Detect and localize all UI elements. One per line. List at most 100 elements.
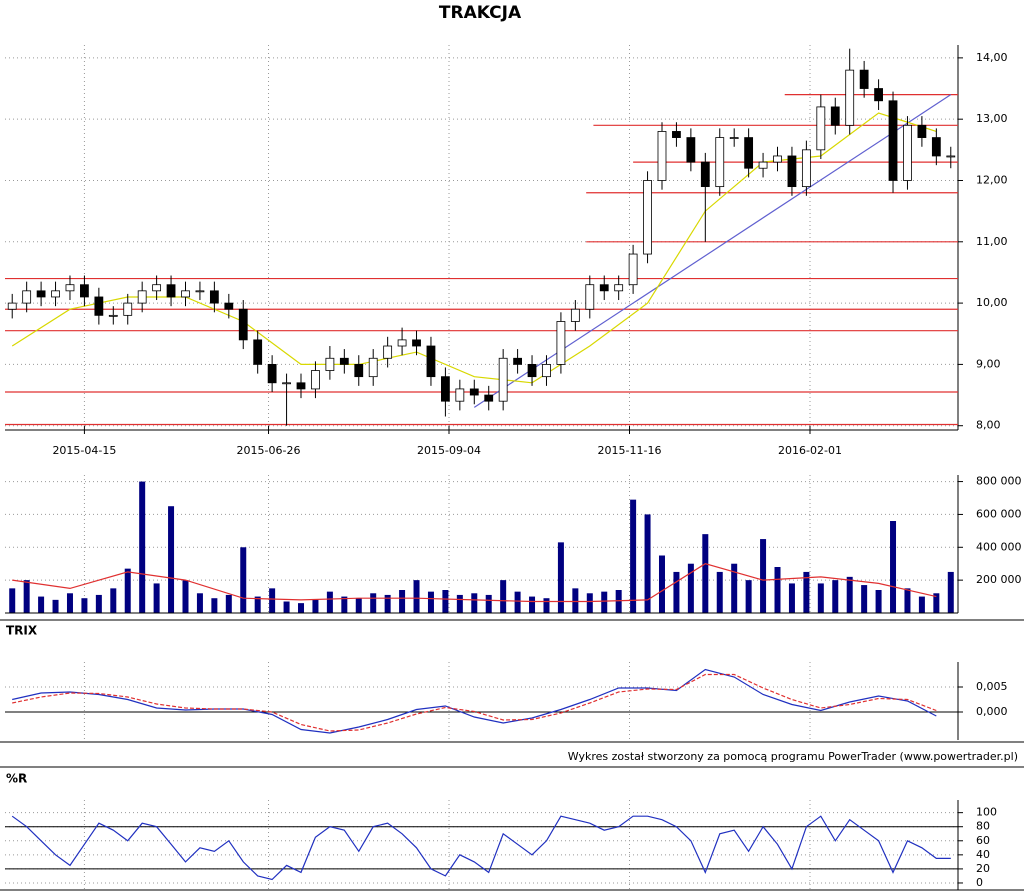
volume-bar [139, 481, 146, 613]
volume-bar [716, 571, 723, 613]
y-tick-label: 12,00 [976, 173, 1008, 186]
volume-bar [182, 580, 189, 613]
volume-bar [110, 588, 117, 613]
y-tick-label: 600 000 [976, 507, 1022, 520]
indicator-line [12, 673, 937, 732]
volume-bar [890, 521, 897, 613]
volume-bar [615, 590, 622, 613]
volume-bar [500, 580, 507, 613]
candle-body [686, 137, 696, 163]
volume-bar [875, 590, 882, 613]
volume-bar [861, 585, 868, 613]
candle-body [816, 106, 826, 151]
candle-body [455, 388, 465, 402]
candle-body [570, 308, 580, 322]
volume-bar [904, 588, 911, 613]
candle-body [845, 69, 855, 126]
candle-body [22, 290, 32, 304]
x-tick-label: 2015-06-26 [237, 444, 301, 457]
candle-body [282, 382, 291, 385]
candle-body [224, 302, 234, 310]
candle-body [830, 106, 840, 126]
volume-bar [687, 563, 694, 613]
footer: Wykres został stworzony za pomocą progra… [568, 750, 1018, 763]
candle-body [614, 284, 624, 292]
candle-body [715, 137, 725, 188]
y-tick-label: 9,00 [976, 357, 1001, 370]
volume-bar [846, 576, 853, 613]
candle-body [729, 137, 739, 139]
volume-bar [514, 591, 521, 613]
volume-bar [760, 539, 767, 613]
candle-body [773, 155, 782, 163]
x-tick-label: 2015-04-15 [52, 444, 116, 457]
candle-body [758, 161, 768, 169]
candle-body [931, 137, 941, 157]
candle-body [123, 302, 133, 316]
candle-body [412, 339, 421, 347]
volume-bar [572, 588, 579, 613]
volume-bar [471, 593, 478, 613]
volume-bar [355, 598, 362, 613]
y-tick-label: 0 [976, 876, 983, 889]
volume-bar [298, 603, 305, 613]
candle-body [36, 290, 46, 298]
candle-body [888, 100, 898, 181]
volume-bar [918, 596, 925, 613]
volume-bar [312, 599, 319, 613]
candle-body [253, 339, 263, 365]
candle-body [643, 180, 652, 255]
y-tick-label: 200 000 [976, 573, 1022, 586]
indicator-line [11, 815, 951, 881]
volume-bar [529, 596, 536, 613]
candle-body [672, 131, 681, 138]
volume-bar [269, 588, 276, 613]
candle-body [527, 364, 537, 378]
candle-body [599, 284, 609, 292]
y-tick-label: 80 [976, 820, 990, 833]
volume-bar [673, 571, 680, 613]
candle-body [94, 296, 104, 316]
y-tick-label: 20 [976, 862, 990, 875]
y-tick-label: 14,00 [976, 51, 1008, 64]
volume-bar [817, 583, 824, 613]
candle-body [209, 290, 219, 304]
candle-body [628, 253, 638, 286]
volume-bar [254, 596, 261, 613]
candle-body [152, 284, 162, 292]
candle-body [339, 357, 349, 365]
panel-title: TRIX [6, 624, 38, 638]
candle-body [397, 339, 407, 347]
volume-bar [543, 598, 550, 613]
candle-body [368, 357, 378, 378]
candle-body [441, 376, 450, 402]
volume-bar [341, 596, 348, 613]
x-tick-label: 2015-11-16 [598, 444, 662, 457]
x-tick-label: 2016-02-01 [778, 444, 842, 457]
x-tick-label: 2015-09-04 [417, 444, 481, 457]
volume-bar [225, 594, 232, 613]
y-tick-label: 10,00 [976, 296, 1008, 309]
candle-body [51, 290, 60, 298]
volume-bar [95, 594, 102, 613]
candle-body [556, 321, 566, 365]
candle-body [383, 345, 393, 359]
volume-bar [370, 593, 377, 613]
volume-bar [947, 571, 954, 613]
volume-bar [442, 590, 449, 613]
volume-bar [788, 583, 795, 613]
y-tick-label: 8,00 [976, 419, 1001, 432]
candle-body [80, 284, 89, 298]
indicator-line [12, 668, 937, 734]
candle-body [137, 290, 147, 304]
volume-bar [485, 594, 492, 613]
y-tick-label: 40 [976, 848, 990, 861]
y-tick-label: 13,00 [976, 112, 1008, 125]
candle-body [859, 69, 869, 89]
candle-body [195, 290, 205, 293]
volume-bar [283, 601, 290, 613]
volume-bar [124, 568, 131, 613]
volume-bar [9, 588, 16, 613]
